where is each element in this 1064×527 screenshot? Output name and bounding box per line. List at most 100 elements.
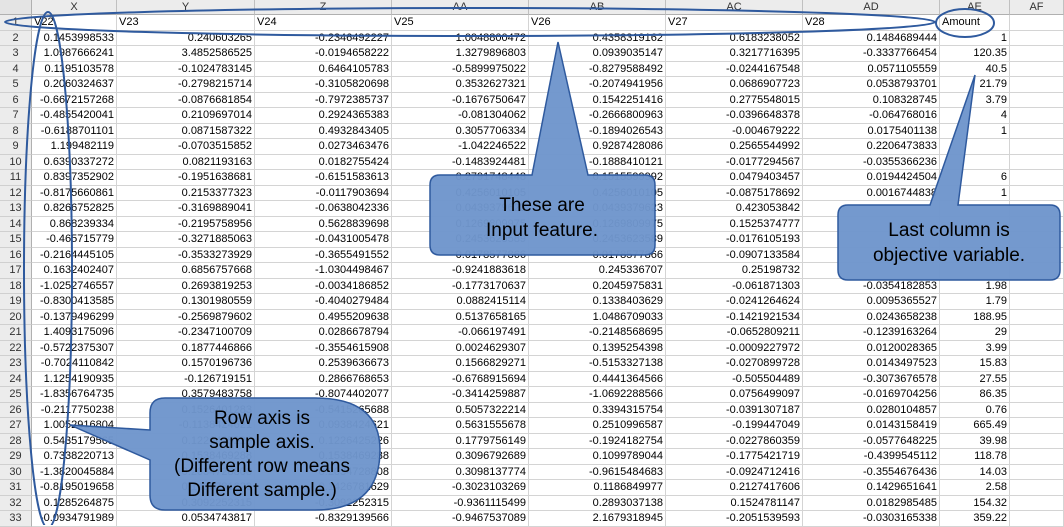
table-cell[interactable]: 1.1254190935 — [32, 371, 117, 387]
table-cell[interactable]: 4 — [940, 108, 1010, 124]
table-cell[interactable]: -0.1676750647 — [392, 92, 529, 108]
table-cell[interactable]: 0.2127417606 — [666, 480, 803, 496]
table-cell[interactable] — [940, 139, 1010, 155]
table-cell[interactable]: -0.3092252315 — [255, 495, 392, 511]
table-cell[interactable]: 29 — [940, 325, 1010, 341]
table-cell[interactable]: 1 — [940, 123, 1010, 139]
table-cell[interactable]: -0.0577648225 — [803, 433, 940, 449]
table-cell[interactable]: -0.066197491 — [392, 325, 529, 341]
table-cell[interactable]: 0.1538469288 — [255, 449, 392, 465]
table-cell[interactable]: 0.1524781147 — [666, 495, 803, 511]
table-cell[interactable]: 0.4955209638 — [255, 309, 392, 325]
table-cell[interactable]: 1.98 — [940, 278, 1010, 294]
table-cell[interactable]: -0.7024110842 — [32, 356, 117, 372]
row-header-19[interactable]: 19 — [0, 294, 32, 310]
table-cell[interactable]: 0.2775548015 — [666, 92, 803, 108]
table-cell[interactable]: -1.3820045884 — [32, 464, 117, 480]
row-header-15[interactable]: 15 — [0, 232, 32, 248]
table-cell[interactable]: -0.6188701101 — [32, 123, 117, 139]
table-cell[interactable]: 1.0987666241 — [32, 46, 117, 62]
column-header-ab[interactable]: AB — [529, 0, 666, 15]
table-cell[interactable] — [940, 247, 1010, 263]
row-header-2[interactable]: 2 — [0, 30, 32, 46]
table-cell[interactable]: 0.2453623589 — [392, 232, 529, 248]
table-cell[interactable]: 0.2034728808 — [117, 464, 255, 480]
table-cell[interactable]: -0.004679222 — [666, 123, 803, 139]
table-cell[interactable]: 0.1429651641 — [803, 480, 940, 496]
row-header-10[interactable]: 10 — [0, 154, 32, 170]
table-cell[interactable] — [940, 154, 1010, 170]
table-cell[interactable]: -0.2569879602 — [117, 309, 255, 325]
table-cell[interactable]: 0.1426781629 — [117, 480, 255, 496]
table-cell[interactable]: 0.0120028365 — [803, 340, 940, 356]
table-cell[interactable]: -0.0391307187 — [666, 402, 803, 418]
table-cell[interactable] — [1010, 495, 1064, 511]
header-cell[interactable]: V28 — [803, 15, 940, 31]
table-cell[interactable]: 6 — [940, 170, 1010, 186]
table-cell[interactable]: 0.4932843405 — [255, 123, 392, 139]
table-cell[interactable]: 0.3057706334 — [392, 123, 529, 139]
table-cell[interactable]: -0.1888410121 — [529, 154, 666, 170]
table-cell[interactable]: 0.2924365383 — [255, 108, 392, 124]
table-cell[interactable]: -0.061871303 — [666, 278, 803, 294]
table-cell[interactable]: -0.3105820698 — [255, 77, 392, 93]
table-cell[interactable]: -0.0178577866 — [529, 247, 666, 263]
table-cell[interactable]: 0.1269809975 — [529, 216, 666, 232]
table-cell[interactable] — [1010, 77, 1064, 93]
row-header-25[interactable]: 25 — [0, 387, 32, 403]
table-cell[interactable]: -0.2195758956 — [117, 216, 255, 232]
table-cell[interactable] — [1010, 61, 1064, 77]
table-cell[interactable] — [1010, 108, 1064, 124]
table-cell[interactable] — [1010, 309, 1064, 325]
header-cell[interactable] — [1010, 15, 1064, 31]
table-cell[interactable] — [1010, 247, 1064, 263]
row-header-29[interactable]: 29 — [0, 449, 32, 465]
table-cell[interactable]: 0.6856757668 — [117, 263, 255, 279]
table-cell[interactable] — [1010, 201, 1064, 217]
table-cell[interactable]: -0.4855420041 — [32, 108, 117, 124]
table-cell[interactable] — [1010, 139, 1064, 155]
table-cell[interactable]: -0.5415265688 — [255, 402, 392, 418]
table-cell[interactable]: -0.3554615908 — [255, 340, 392, 356]
table-cell[interactable]: 0.0182985485 — [803, 495, 940, 511]
table-cell[interactable] — [1010, 511, 1064, 527]
table-cell[interactable]: 0.868239334 — [32, 216, 117, 232]
table-cell[interactable]: -0.4040279484 — [255, 294, 392, 310]
table-cell[interactable]: -0.1421921534 — [666, 309, 803, 325]
table-cell[interactable]: 1 — [940, 30, 1010, 46]
table-cell[interactable]: 0.0534743817 — [117, 511, 255, 527]
table-cell[interactable]: 0.0871587322 — [117, 123, 255, 139]
table-cell[interactable]: 0.0538793701 — [803, 77, 940, 93]
table-cell[interactable]: -0.0354182853 — [803, 278, 940, 294]
table-cell[interactable] — [940, 263, 1010, 279]
table-cell[interactable]: 1 — [940, 185, 1010, 201]
table-cell[interactable]: -0.0638042336 — [255, 201, 392, 217]
table-cell[interactable]: 0.5137658165 — [392, 309, 529, 325]
row-header-33[interactable]: 33 — [0, 511, 32, 527]
table-cell[interactable]: -0.3271885063 — [117, 232, 255, 248]
table-cell[interactable]: 3.79 — [940, 92, 1010, 108]
table-cell[interactable]: 0.2060324637 — [32, 77, 117, 93]
table-cell[interactable]: 0.2539636673 — [255, 356, 392, 372]
table-cell[interactable]: 0.1269809975 — [392, 216, 529, 232]
row-header-11[interactable]: 11 — [0, 170, 32, 186]
table-cell[interactable] — [1010, 185, 1064, 201]
table-cell[interactable]: 0.5628839698 — [255, 216, 392, 232]
table-cell[interactable]: -0.6768915694 — [392, 371, 529, 387]
table-cell[interactable]: 0.0143158419 — [803, 418, 940, 434]
table-cell[interactable] — [1010, 170, 1064, 186]
table-cell[interactable]: 0.1566829271 — [392, 356, 529, 372]
table-cell[interactable] — [803, 247, 940, 263]
table-cell[interactable]: 0.6464105783 — [255, 61, 392, 77]
table-cell[interactable]: 0.1526401283 — [117, 402, 255, 418]
table-cell[interactable] — [1010, 371, 1064, 387]
table-cell[interactable]: -0.0396648378 — [666, 108, 803, 124]
table-cell[interactable] — [1010, 263, 1064, 279]
row-header-6[interactable]: 6 — [0, 92, 32, 108]
table-cell[interactable] — [1010, 433, 1064, 449]
table-cell[interactable]: 0.1426781629 — [255, 480, 392, 496]
table-cell[interactable]: 0.1226425226 — [117, 433, 255, 449]
table-cell[interactable]: 0.3098137774 — [392, 464, 529, 480]
table-cell[interactable]: -0.5153327138 — [529, 356, 666, 372]
